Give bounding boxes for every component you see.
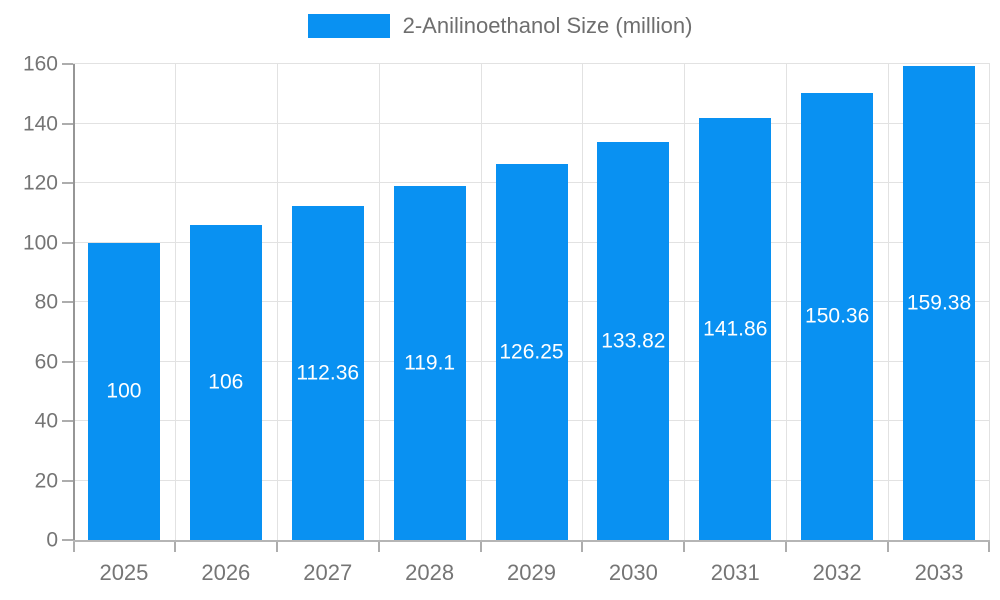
bar-value-label: 141.86 bbox=[703, 317, 768, 341]
y-axis-tick bbox=[62, 241, 73, 244]
y-axis-tick-label: 0 bbox=[46, 528, 58, 552]
x-gridline bbox=[276, 64, 278, 540]
x-gridline bbox=[480, 64, 482, 540]
y-axis-tick-label: 20 bbox=[34, 469, 58, 492]
x-gridline bbox=[786, 64, 788, 540]
bar-2031 bbox=[699, 117, 772, 540]
x-axis-tick-label: 2029 bbox=[507, 560, 556, 585]
bar-value-label: 100 bbox=[106, 379, 142, 403]
legend-swatch[interactable] bbox=[307, 14, 390, 38]
bar-2032 bbox=[801, 92, 874, 540]
x-axis-tick bbox=[377, 542, 380, 552]
bar-value-label: 150.36 bbox=[805, 304, 870, 328]
y-axis-tick bbox=[62, 122, 73, 125]
bar-2025 bbox=[87, 242, 160, 540]
y-axis-tick bbox=[62, 539, 73, 541]
y-axis-tick bbox=[62, 63, 73, 65]
x-axis-tick bbox=[73, 542, 75, 552]
bar-value-label: 126.25 bbox=[499, 340, 564, 364]
y-axis-tick bbox=[62, 479, 73, 482]
x-axis-tick-label: 2028 bbox=[405, 560, 455, 585]
x-gridline bbox=[174, 64, 176, 540]
y-axis-tick-label: 60 bbox=[34, 350, 58, 373]
bar-2028 bbox=[393, 185, 466, 540]
x-axis-tick-label: 2025 bbox=[99, 560, 149, 585]
x-axis-tick-label: 2027 bbox=[303, 560, 353, 585]
x-gridline bbox=[684, 64, 686, 540]
y-axis-tick-label: 140 bbox=[22, 112, 58, 135]
x-axis-tick bbox=[887, 542, 890, 552]
bar-value-label: 119.1 bbox=[404, 351, 456, 375]
bar-2029 bbox=[495, 164, 568, 540]
bar-value-label: 159.38 bbox=[906, 291, 972, 315]
y-axis-tick-label: 40 bbox=[34, 409, 58, 433]
x-axis-tick-label: 2031 bbox=[710, 560, 760, 585]
x-gridline bbox=[582, 64, 584, 540]
y-gridline bbox=[73, 122, 990, 124]
y-axis-tick bbox=[62, 420, 73, 422]
plot-area: 0 20 40 60 80 100 120 140 160 2025 2026 2027 2028 202… bbox=[23, 54, 990, 584]
x-axis-tick-label: 2032 bbox=[812, 560, 862, 585]
y-axis-tick bbox=[62, 360, 73, 363]
x-axis-tick-label: 2033 bbox=[914, 560, 964, 585]
x-axis-tick bbox=[275, 542, 278, 552]
y-axis-tick-label: 80 bbox=[34, 290, 58, 314]
bar-2030 bbox=[597, 141, 670, 540]
bar-value-label: 112.36 bbox=[296, 361, 360, 385]
x-axis-tick bbox=[479, 542, 482, 552]
bar-2026 bbox=[189, 224, 262, 540]
chart-legend: 2-Anilinoethanol Size (million) bbox=[0, 14, 1000, 38]
bar-value-label: 106 bbox=[208, 370, 244, 394]
x-axis-line bbox=[73, 540, 990, 542]
x-gridline bbox=[378, 64, 380, 540]
bar-value-label: 133.82 bbox=[601, 329, 666, 353]
x-axis-tick bbox=[683, 542, 686, 552]
y-axis-tick-label: 120 bbox=[22, 171, 58, 195]
x-axis-tick bbox=[581, 542, 584, 552]
y-axis-tick bbox=[62, 301, 73, 303]
x-axis-tick bbox=[785, 542, 788, 552]
y-axis-tick bbox=[62, 182, 73, 184]
y-gridline bbox=[73, 63, 990, 64]
y-axis-tick-label: 100 bbox=[22, 231, 58, 254]
x-gridline bbox=[888, 64, 890, 540]
y-axis-line bbox=[73, 64, 75, 540]
x-axis-tick bbox=[173, 542, 176, 552]
x-gridline bbox=[989, 64, 990, 540]
legend-label[interactable]: 2-Anilinoethanol Size (million) bbox=[402, 13, 693, 38]
x-axis-tick-label: 2030 bbox=[608, 560, 658, 585]
y-axis-tick-label: 160 bbox=[22, 52, 58, 76]
bar-2027 bbox=[291, 205, 364, 540]
x-axis-tick bbox=[988, 542, 990, 552]
bar-2033 bbox=[903, 65, 976, 540]
x-axis-tick-label: 2026 bbox=[201, 560, 251, 585]
